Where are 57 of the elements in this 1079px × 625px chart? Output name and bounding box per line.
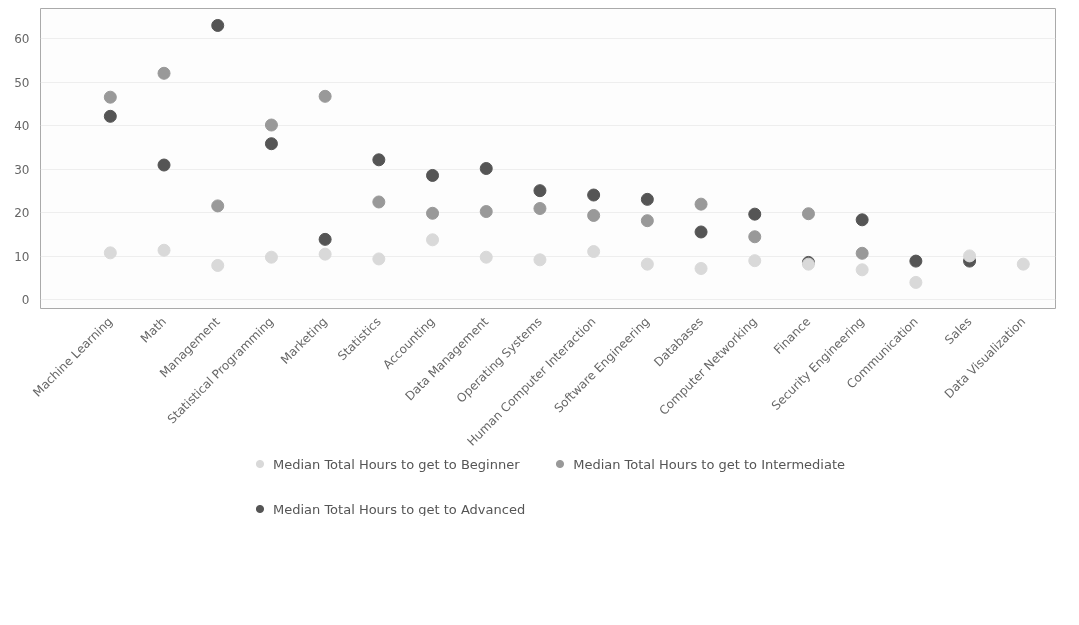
y-tick-label: 50: [14, 75, 30, 90]
point: [157, 66, 171, 80]
y-tick-label: 30: [14, 162, 30, 177]
point: [479, 162, 493, 175]
point: [211, 199, 225, 213]
point: [211, 258, 225, 272]
point: [533, 202, 547, 215]
y-tick-label: 60: [14, 32, 30, 47]
point: [855, 263, 869, 277]
point: [318, 232, 332, 246]
point: [748, 254, 762, 268]
point: [479, 250, 493, 264]
point: [801, 207, 815, 221]
point: [479, 205, 493, 219]
legend-label: Median Total Hours to get to Intermediate: [573, 456, 846, 471]
point: [909, 254, 923, 268]
point: [748, 230, 762, 244]
point: [694, 262, 708, 275]
point: [855, 246, 869, 260]
point: [909, 275, 923, 289]
point: [426, 233, 440, 247]
point: [157, 243, 171, 257]
point: [855, 213, 869, 227]
point: [1016, 257, 1030, 271]
point: [587, 245, 601, 259]
point: [264, 137, 278, 151]
point: [318, 247, 332, 261]
legend-label: Median Total Hours to get to Beginner: [272, 456, 520, 471]
point: [372, 153, 386, 167]
point: [587, 208, 601, 222]
y-tick-label: 20: [14, 206, 30, 221]
point: [103, 246, 117, 260]
legend-label: Median Total Hours to get to Advanced: [272, 501, 526, 516]
point: [640, 192, 654, 206]
point: [587, 188, 601, 202]
point: [103, 109, 117, 123]
point: [533, 253, 547, 267]
y-tick-label: 0: [21, 293, 30, 308]
point: [211, 18, 225, 32]
point: [694, 225, 708, 239]
point: [694, 197, 708, 211]
y-tick-label: 10: [14, 249, 30, 264]
point: [103, 90, 117, 104]
point: [264, 118, 278, 132]
point: [640, 214, 654, 228]
point: [372, 252, 386, 266]
point: [426, 168, 440, 182]
point: [426, 206, 440, 220]
point: [533, 184, 547, 198]
point: [264, 250, 278, 264]
point: [963, 249, 977, 263]
point: [748, 207, 762, 221]
point: [318, 89, 332, 103]
point: [372, 195, 386, 209]
point: [157, 158, 171, 172]
y-tick-label: 40: [14, 119, 30, 134]
point: [640, 257, 654, 271]
